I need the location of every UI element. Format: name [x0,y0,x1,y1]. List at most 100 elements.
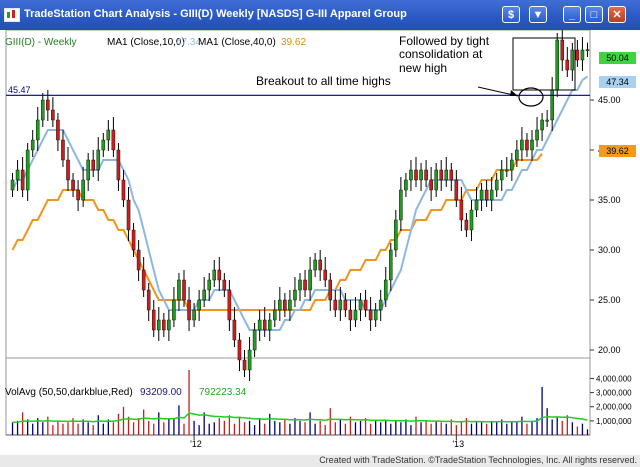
price-chart-svg[interactable]: 20.0025.0030.0035.0040.0045.001,000,0002… [0,30,640,455]
candle-body [15,169,20,181]
candle-body [162,319,166,331]
candle-body [81,179,85,201]
candle-body [187,299,191,321]
candle-body [212,269,217,281]
chart-area[interactable]: 20.0025.0030.0035.0040.0045.001,000,0002… [0,30,640,455]
candle-body [197,299,201,311]
close-button[interactable]: ✕ [608,6,626,23]
candle-body [131,229,136,251]
candle-body [444,169,449,181]
candle-body [202,289,206,301]
candle-body [227,289,232,321]
candle-body [338,299,343,311]
candle-body [303,279,307,291]
app-icon [4,8,20,22]
candle-body [217,269,222,281]
candle-body [439,169,443,181]
maximize-button[interactable]: □ [585,6,603,23]
volume-tick-label: 4,000,000 [596,374,632,383]
candle-body [510,159,514,171]
annotation-line1: Followed by tight [399,34,490,48]
candle-body [106,129,111,141]
title-bar: TradeStation Chart Analysis - GIII(D) We… [0,0,640,30]
time-tick-label: '12 [190,439,202,449]
candle-body [515,149,519,161]
candle-body [550,89,554,121]
candle-body [368,309,373,321]
candle-body [10,179,15,191]
candle-body [565,59,570,71]
level-label: 45.47 [8,85,31,95]
candle-body [35,119,40,141]
candle-body [91,159,95,171]
candle-body [56,119,60,141]
candle-body [116,149,121,181]
annotation-breakout: Breakout to all time highs [256,74,391,88]
candle-body [414,169,418,181]
candle-body [96,149,101,171]
candle-body [540,119,544,131]
candle-body [525,139,529,151]
candle-body [484,189,489,201]
volume-legend-label: VolAvg (50,50,darkblue,Red) [5,387,133,398]
candle-body [86,159,90,181]
candle-body [257,319,262,331]
candle-body [76,189,80,201]
annotation-line3: new high [399,61,448,75]
volume-legend-value2: 792223.34 [199,387,247,398]
candle-body [389,249,393,281]
candle-body [222,279,227,291]
candle-body [237,339,242,361]
candle-body [288,299,292,311]
time-tick-label: '13 [452,439,464,449]
candle-body [207,279,211,291]
candle-body [71,179,75,191]
candle-body [298,279,302,291]
candle-body [262,319,267,331]
candle-body [177,279,181,301]
candle-body [505,169,509,172]
candle-body [20,169,25,191]
candle-body [429,179,433,191]
candle-body [278,299,282,311]
candle-body [363,299,368,311]
candle-body [328,279,333,301]
volume-tick-label: 1,000,000 [596,417,632,426]
candle-body [151,309,156,331]
candle-body [267,319,272,331]
ma10-legend-value: 47.34 [176,37,202,48]
candle-body [46,99,50,111]
candle-body [459,199,464,221]
candle-body [30,139,35,151]
breakout-circle [518,87,544,107]
minimize-button[interactable]: _ [563,6,581,23]
dropdown-button[interactable]: ▼ [529,6,547,23]
candle-body [323,269,327,281]
candle-body [570,49,575,71]
candle-body [232,319,237,341]
candle-body [25,149,30,191]
ma40-legend-label: MA1 (Close,40,0) [198,37,276,48]
candle-body [404,179,408,191]
candle-body [172,299,176,321]
candle-body [121,179,126,201]
symbol-link-button[interactable]: $ [502,6,520,23]
candle-body [409,169,413,181]
candle-body [474,199,479,211]
candle-body [61,139,65,161]
price-tick-label: 30.00 [598,245,621,255]
candle-body [348,309,353,321]
candle-body [373,309,378,321]
candle-body [353,309,358,321]
candle-body [520,139,524,151]
volume-legend-value1: 93209.00 [140,387,182,398]
candle-body [449,169,454,181]
candle-body [358,299,363,311]
candle-body [535,129,539,141]
candle-body [252,329,257,351]
volume-average-line [12,412,588,424]
candle-body [494,179,499,191]
candle-body [308,269,312,291]
candle-body [469,209,474,231]
candle-body [434,169,438,191]
